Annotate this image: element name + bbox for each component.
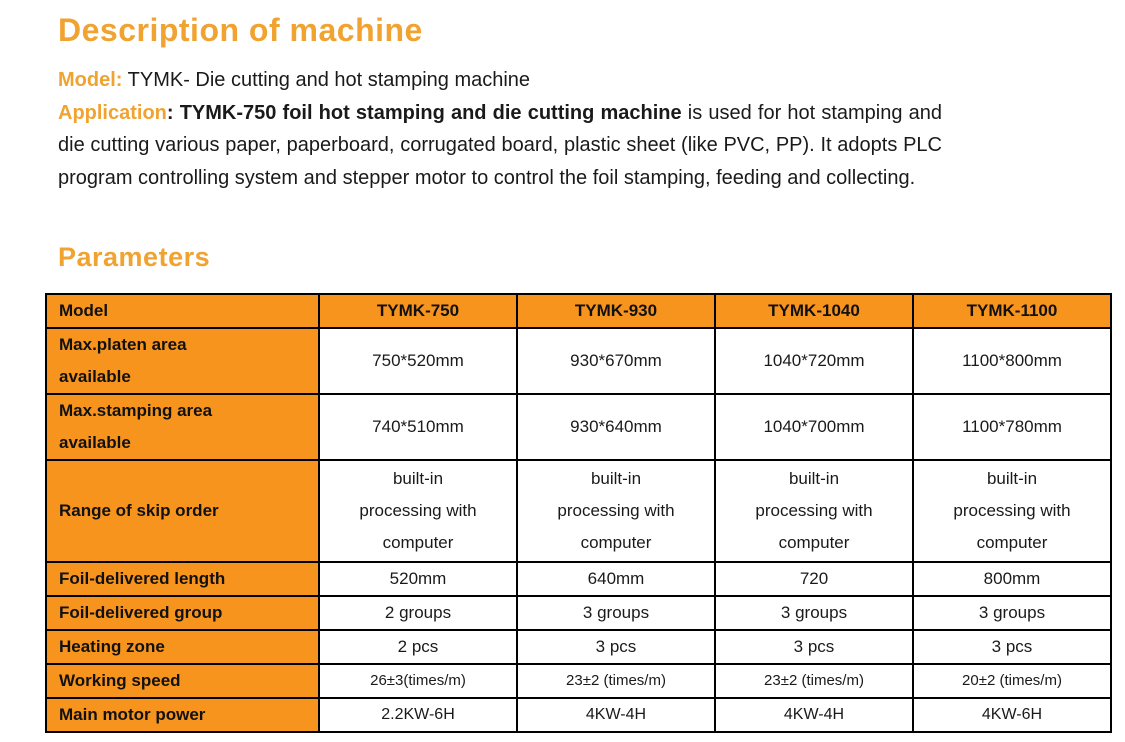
value-cell: 2 groups <box>318 595 518 631</box>
table-row: Max.platen area available 750*520mm 930*67… <box>45 327 1112 395</box>
row-label-cell: Foil-delivered length <box>45 561 320 597</box>
value-cell: 740*510mm <box>318 393 518 461</box>
value-cell: 26±3(times/m) <box>318 663 518 699</box>
parameters-title: Parameters <box>58 242 211 272</box>
value-cell: 3 groups <box>516 595 716 631</box>
value-cell: 1040*700mm <box>714 393 914 461</box>
value-cell: built-in processing with computer <box>318 459 518 563</box>
value-cell: 3 groups <box>912 595 1112 631</box>
table-row: Main motor power 2.2KW-6H 4KW-4H 4KW-4H 4KW-… <box>45 697 1112 733</box>
value-cell: 930*640mm <box>516 393 716 461</box>
value-cell: 23±2 (times/m) <box>714 663 914 699</box>
value-cell: 3 pcs <box>912 629 1112 665</box>
value-cell: 3 pcs <box>714 629 914 665</box>
table-row: Heating zone 2 pcs 3 pcs 3 pcs 3 pcs <box>45 629 1112 665</box>
value-cell: 4KW-6H <box>912 697 1112 733</box>
row-label-cell: Heating zone <box>45 629 320 665</box>
table-row: Max.stamping area available 740*510mm 930*… <box>45 393 1112 461</box>
value-cell: 1040*720mm <box>714 327 914 395</box>
model-label: Model: <box>58 69 123 91</box>
table-row: Foil-delivered group 2 groups 3 groups 3 gr… <box>45 595 1112 631</box>
application-colon: : <box>166 101 180 124</box>
application-text: is used for hot stamping and die cutting… <box>58 101 942 189</box>
value-cell: 720 <box>714 561 914 597</box>
description-text-block: Model: TYMK- Die cutting and hot stampin… <box>58 64 942 194</box>
value-cell: 3 groups <box>714 595 914 631</box>
value-cell: built-in processing with computer <box>516 459 716 563</box>
application-paragraph: Application: TYMK-750 foil hot stamping … <box>58 97 942 195</box>
table-body: Max.platen area available 750*520mm 930*67… <box>45 327 1112 733</box>
row-label-cell: Range of skip order <box>45 459 320 563</box>
page-title: Description of machine <box>58 12 423 48</box>
application-label: Application <box>58 101 167 124</box>
row-label-cell: Max.platen area available <box>45 327 320 395</box>
row-label-cell: Max.stamping area available <box>45 393 320 461</box>
value-cell: 1100*800mm <box>912 327 1112 395</box>
value-cell: 4KW-4H <box>714 697 914 733</box>
column-header: TYMK-930 <box>516 293 716 329</box>
column-header: TYMK-1040 <box>714 293 914 329</box>
value-cell: 640mm <box>516 561 716 597</box>
value-cell: 750*520mm <box>318 327 518 395</box>
value-cell: built-in processing with computer <box>912 459 1112 563</box>
column-header: TYMK-750 <box>318 293 518 329</box>
row-label-cell: Main motor power <box>45 697 320 733</box>
parameters-table: Model TYMK-750 TYMK-930 TYMK-1040 TYMK-1100 … <box>45 293 1112 733</box>
value-cell: 2.2KW-6H <box>318 697 518 733</box>
table-row: Foil-delivered length 520mm 640mm 720 800mm <box>45 561 1112 597</box>
value-cell: 20±2 (times/m) <box>912 663 1112 699</box>
row-label-cell: Foil-delivered group <box>45 595 320 631</box>
value-cell: 930*670mm <box>516 327 716 395</box>
value-cell: 520mm <box>318 561 518 597</box>
model-text: TYMK- Die cutting and hot stamping machi… <box>122 69 531 91</box>
value-cell: 3 pcs <box>516 629 716 665</box>
column-header: TYMK-1100 <box>912 293 1112 329</box>
application-bold-text: TYMK-750 foil hot stamping and die cutti… <box>179 101 682 124</box>
model-line: Model: TYMK- Die cutting and hot stampin… <box>58 64 942 97</box>
value-cell: 1100*780mm <box>912 393 1112 461</box>
value-cell: 800mm <box>912 561 1112 597</box>
value-cell: 4KW-4H <box>516 697 716 733</box>
column-header-model: Model <box>45 293 320 329</box>
value-cell: 2 pcs <box>318 629 518 665</box>
table-header-row: Model TYMK-750 TYMK-930 TYMK-1040 TYMK-1100 <box>45 293 1112 329</box>
row-label-cell: Working speed <box>45 663 320 699</box>
table-row: Range of skip order built-in processing w… <box>45 459 1112 563</box>
value-cell: built-in processing with computer <box>714 459 914 563</box>
table-row: Working speed 26±3(times/m) 23±2 (times/m)… <box>45 663 1112 699</box>
value-cell: 23±2 (times/m) <box>516 663 716 699</box>
